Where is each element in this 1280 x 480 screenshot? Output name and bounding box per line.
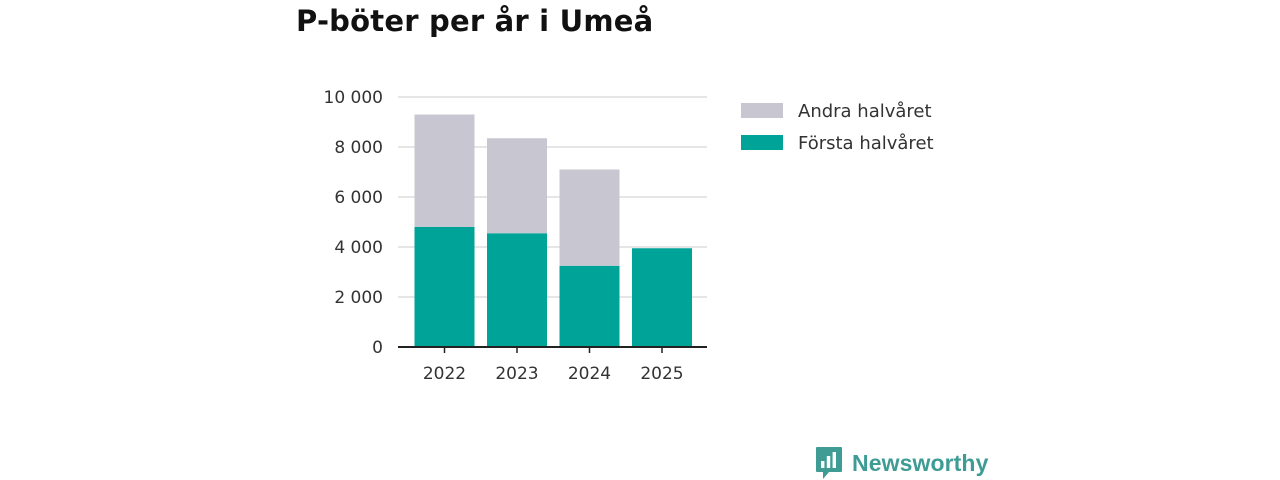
y-tick-label: 2 000 bbox=[334, 288, 383, 308]
bar-2023-series-1 bbox=[487, 138, 547, 234]
chart-title: P-böter per år i Umeå bbox=[296, 4, 654, 38]
y-tick-label: 8 000 bbox=[334, 138, 383, 158]
x-tick-label: 2023 bbox=[495, 364, 538, 384]
brand-name: Newsworthy bbox=[852, 449, 989, 476]
newsworthy-logo-icon bbox=[816, 447, 842, 479]
stacked-bar-chart: 0 2 000 4 000 6 000 8 000 10 000 2022 2023 2024… bbox=[324, 88, 934, 384]
bar-2022-series-1 bbox=[414, 114, 475, 227]
legend-label: Andra halvåret bbox=[798, 101, 932, 122]
bar-2024-series-0 bbox=[559, 265, 620, 347]
y-axis-ticks: 0 2 000 4 000 6 000 8 000 10 000 bbox=[324, 88, 383, 358]
y-tick-label: 10 000 bbox=[324, 88, 383, 108]
bar-2022-series-0 bbox=[414, 227, 475, 347]
newsworthy-logo: Newsworthy bbox=[815, 446, 988, 480]
y-tick-label: 0 bbox=[372, 338, 383, 358]
legend: Andra halvåret Första halvåret bbox=[741, 101, 934, 154]
legend-label: Första halvåret bbox=[798, 133, 934, 154]
x-tick-label: 2024 bbox=[568, 364, 611, 384]
legend-swatch bbox=[741, 135, 783, 150]
y-tick-label: 6 000 bbox=[334, 188, 383, 208]
x-axis-ticks: 2022 2023 2024 2025 bbox=[423, 347, 684, 384]
bar-2023-series-0 bbox=[487, 233, 547, 347]
x-tick-label: 2025 bbox=[640, 364, 683, 384]
legend-swatch bbox=[741, 103, 783, 118]
bars bbox=[414, 114, 692, 347]
y-tick-label: 4 000 bbox=[334, 238, 383, 258]
bar-2025-series-0 bbox=[632, 248, 692, 347]
bar-2024-series-1 bbox=[559, 169, 620, 266]
x-tick-label: 2022 bbox=[423, 364, 466, 384]
